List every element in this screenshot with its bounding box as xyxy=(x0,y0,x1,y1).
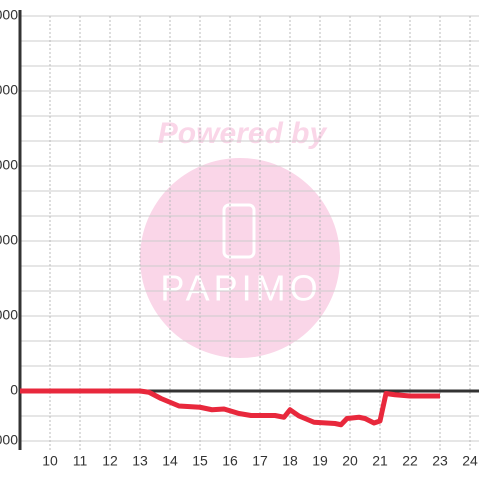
x-tick-label: 19 xyxy=(312,453,328,469)
x-tick-label: 22 xyxy=(402,453,418,469)
y-tick-label: 90,000 xyxy=(0,157,18,173)
x-tick-label: 16 xyxy=(222,453,238,469)
y-tick-label: 60,000 xyxy=(0,232,18,248)
y-tick-label: 0 xyxy=(10,382,18,398)
x-tick-label: 11 xyxy=(73,453,88,469)
watermark-text: Powered by xyxy=(158,117,328,150)
x-tick-label: 12 xyxy=(102,453,118,469)
watermark-phone xyxy=(222,203,256,259)
x-tick-label: 13 xyxy=(132,453,148,469)
x-tick-label: 15 xyxy=(192,453,208,469)
x-tick-label: 20 xyxy=(342,453,358,469)
y-tick-label: 150,000 xyxy=(0,7,18,23)
watermark-logo: PAPIMO xyxy=(160,268,321,309)
x-tick-label: 18 xyxy=(282,453,298,469)
x-tick-label: 24 xyxy=(462,453,478,469)
x-tick-label: 17 xyxy=(252,453,268,469)
x-tick-label: 14 xyxy=(162,453,178,469)
y-tick-label: 30,000 xyxy=(0,307,18,323)
data-line xyxy=(20,388,440,428)
x-tick-label: 10 xyxy=(42,453,58,469)
y-tick-label: 120,000 xyxy=(0,82,18,98)
x-tick-label: 21 xyxy=(372,453,388,469)
x-tick-label: 23 xyxy=(432,453,448,469)
y-tick-label: -20,000 xyxy=(0,432,18,448)
